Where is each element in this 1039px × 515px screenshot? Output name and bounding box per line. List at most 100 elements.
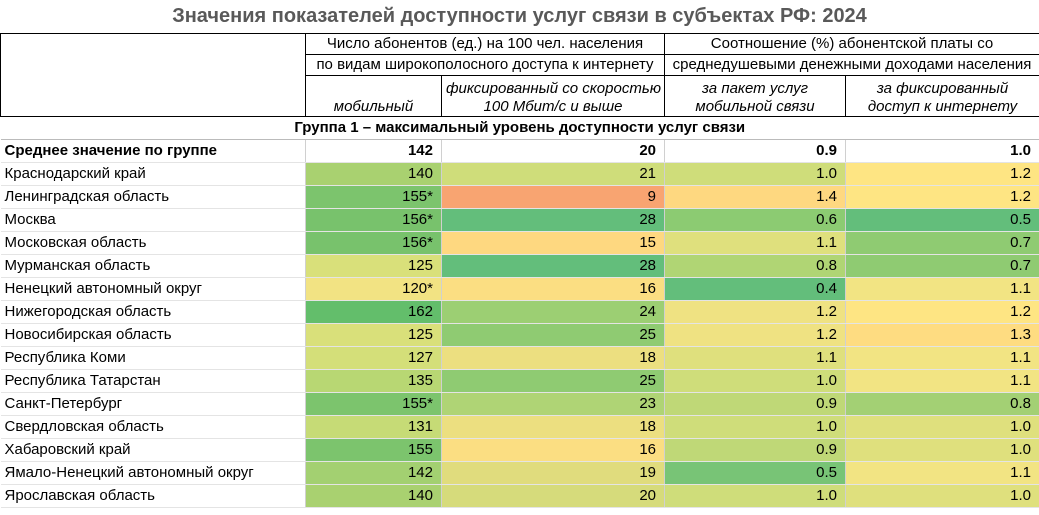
row-name: Среднее значение по группе bbox=[0, 139, 306, 163]
row-name: Республика Татарстан bbox=[0, 369, 306, 393]
cell: 24 bbox=[441, 300, 666, 324]
row-name: Новосибирская область bbox=[0, 323, 306, 347]
cell: 155* bbox=[305, 392, 442, 416]
data-row: Санкт-Петербург 155* 23 0.9 0.8 bbox=[0, 392, 1039, 416]
cell: 142 bbox=[305, 461, 442, 485]
cell: 20 bbox=[441, 484, 666, 508]
cell: 1.0 bbox=[664, 484, 847, 508]
cell: 0.6 bbox=[664, 208, 847, 232]
row-name: Санкт-Петербург bbox=[0, 392, 306, 416]
cell: 156* bbox=[305, 231, 442, 255]
cell: 18 bbox=[441, 346, 666, 370]
cell: 1.1 bbox=[664, 231, 847, 255]
cell: 162 bbox=[305, 300, 442, 324]
cell: 140 bbox=[305, 484, 442, 508]
cell: 1.4 bbox=[664, 185, 847, 209]
cell: 1.0 bbox=[845, 415, 1039, 439]
group-header: среднедушевыми денежными доходами населе… bbox=[664, 54, 1039, 76]
cell: 135 bbox=[305, 369, 442, 393]
row-name: Ярославская область bbox=[0, 484, 306, 508]
cell: 28 bbox=[441, 254, 666, 278]
cell: 0.9 bbox=[664, 139, 847, 163]
cell: 1.2 bbox=[845, 300, 1039, 324]
row-name: Хабаровский край bbox=[0, 438, 306, 462]
cell: 142 bbox=[305, 139, 442, 163]
cell: 1.0 bbox=[664, 162, 847, 186]
column-header: за пакет услуг мобильной связи bbox=[664, 75, 847, 117]
cell: 25 bbox=[441, 323, 666, 347]
cell: 155 bbox=[305, 438, 442, 462]
data-row: Республика Коми 127 18 1.1 1.1 bbox=[0, 346, 1039, 370]
data-row: Ярославская область 140 20 1.0 1.0 bbox=[0, 484, 1039, 508]
cell: 1.0 bbox=[845, 139, 1039, 163]
cell: 21 bbox=[441, 162, 666, 186]
row-name: Нижегородская область bbox=[0, 300, 306, 324]
column-header-line: мобильной связи bbox=[695, 98, 815, 115]
data-row: Новосибирская область 125 25 1.2 1.3 bbox=[0, 323, 1039, 347]
data-row: Москва 156* 28 0.6 0.5 bbox=[0, 208, 1039, 232]
cell: 19 bbox=[441, 461, 666, 485]
cell: 1.1 bbox=[845, 461, 1039, 485]
data-row: Ямало-Ненецкий автономный округ 142 19 0.5 1… bbox=[0, 461, 1039, 485]
cell: 16 bbox=[441, 277, 666, 301]
cell: 120* bbox=[305, 277, 442, 301]
group-header: по видам широкополосного доступа к интер… bbox=[304, 54, 666, 76]
column-header: мобильный bbox=[305, 75, 442, 117]
cell: 1.3 bbox=[845, 323, 1039, 347]
row-name: Краснодарский край bbox=[0, 162, 306, 186]
row-name: Московская область bbox=[0, 231, 306, 255]
cell: 155* bbox=[305, 185, 442, 209]
cell: 1.0 bbox=[845, 484, 1039, 508]
column-header-line: мобильный bbox=[333, 98, 414, 115]
column-header-line: фиксированный со скоростью bbox=[446, 80, 661, 97]
cell: 131 bbox=[305, 415, 442, 439]
cell: 1.0 bbox=[664, 415, 847, 439]
cell: 125 bbox=[305, 254, 442, 278]
cell: 15 bbox=[441, 231, 666, 255]
cell: 1.0 bbox=[664, 369, 847, 393]
cell: 16 bbox=[441, 438, 666, 462]
row-name: Свердловская область bbox=[0, 415, 306, 439]
cell: 20 bbox=[441, 139, 666, 163]
cell: 0.7 bbox=[845, 231, 1039, 255]
group-header: Соотношение (%) абонентской платы со bbox=[664, 33, 1039, 55]
title: Значения показателей доступности услуг с… bbox=[172, 5, 867, 27]
cell: 23 bbox=[441, 392, 666, 416]
row-name: Ямало-Ненецкий автономный округ bbox=[0, 461, 306, 485]
header-row: Число абонентов (ед.) на 100 чел. населе… bbox=[0, 33, 1039, 117]
cell: 1.2 bbox=[845, 185, 1039, 209]
row-name: Москва bbox=[0, 208, 306, 232]
cell: 140 bbox=[305, 162, 442, 186]
row-name: Мурманская область bbox=[0, 254, 306, 278]
cell: 1.1 bbox=[664, 346, 847, 370]
cell: 0.5 bbox=[664, 461, 847, 485]
group-header: Число абонентов (ед.) на 100 чел. населе… bbox=[304, 33, 666, 55]
column-header-line: за фиксированный bbox=[876, 80, 1009, 97]
cell: 1.1 bbox=[845, 277, 1039, 301]
cell: 25 bbox=[441, 369, 666, 393]
subheader-row: мобильный фиксированный со скоростью 100 М… bbox=[1, 75, 1039, 117]
column-header: фиксированный со скоростью 100 Мбит/с и в… bbox=[440, 75, 666, 117]
row-name: Ленинградская область bbox=[0, 185, 306, 209]
table: Число абонентов (ед.) на 100 чел. населе… bbox=[0, 33, 1039, 508]
cell: 9 bbox=[441, 185, 666, 209]
data-row: Московская область 156* 15 1.1 0.7 bbox=[0, 231, 1039, 255]
cell: 28 bbox=[441, 208, 666, 232]
row-name: Ненецкий автономный округ bbox=[0, 277, 306, 301]
group-row: Группа 1 – максимальный уровень доступно… bbox=[0, 116, 1039, 140]
data-row: Краснодарский край 140 21 1.0 1.2 bbox=[0, 162, 1039, 186]
cell: 156* bbox=[305, 208, 442, 232]
cell: 0.4 bbox=[664, 277, 847, 301]
cell: 0.9 bbox=[664, 392, 847, 416]
cell: 1.1 bbox=[845, 369, 1039, 393]
cell: 1.1 bbox=[845, 346, 1039, 370]
cell: 1.0 bbox=[845, 438, 1039, 462]
data-row: Нижегородская область 162 24 1.2 1.2 bbox=[0, 300, 1039, 324]
column-header-line: 100 Мбит/с и выше bbox=[483, 98, 623, 115]
column-header-line: доступ к интернету bbox=[867, 98, 1018, 115]
average-row: Среднее значение по группе 142 20 0.9 1.0 bbox=[0, 139, 1039, 163]
cell: 0.9 bbox=[664, 438, 847, 462]
cell: 0.8 bbox=[845, 392, 1039, 416]
data-row: Ненецкий автономный округ 120* 16 0.4 1.1 bbox=[0, 277, 1039, 301]
